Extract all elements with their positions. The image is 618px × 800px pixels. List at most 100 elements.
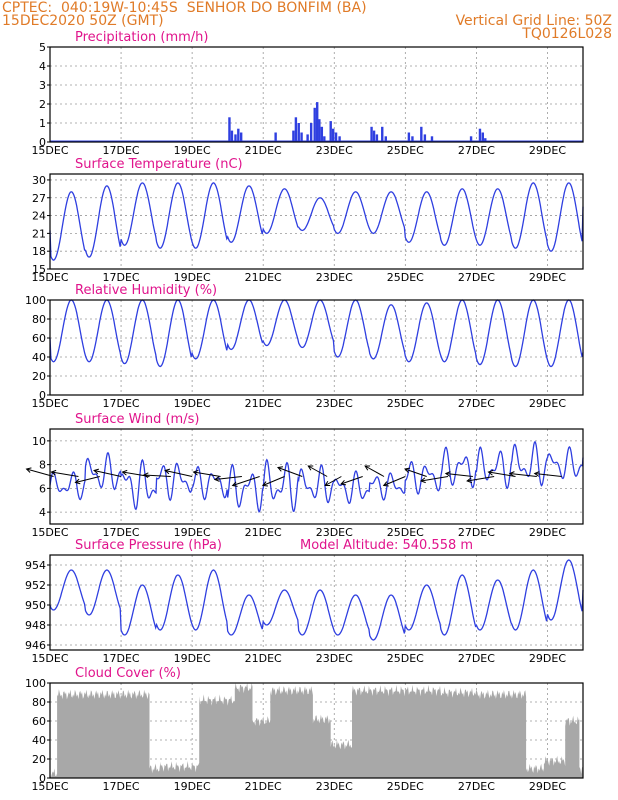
precip-bar <box>320 126 324 142</box>
panel-title: Surface Pressure (hPa) <box>75 538 222 553</box>
precip-bar <box>381 126 384 142</box>
x-tick-label: 21DEC <box>245 271 282 284</box>
x-tick-label: 27DEC <box>458 144 495 157</box>
panel-title: Surface Temperature (nC) <box>75 157 243 172</box>
y-tick-label: 60 <box>32 715 46 728</box>
precip-bar <box>375 134 379 142</box>
wind-vector <box>214 476 242 480</box>
x-tick-label: 27DEC <box>458 397 495 410</box>
x-tick-label: 25DEC <box>387 271 424 284</box>
y-tick-label: 80 <box>32 313 46 326</box>
y-tick-label: 10 <box>32 435 46 448</box>
x-tick-label: 25DEC <box>387 526 424 539</box>
wind-vector-head <box>382 481 389 487</box>
wind-vector-head <box>419 477 426 484</box>
x-tick-label: 27DEC <box>458 271 495 284</box>
x-tick-label: 27DEC <box>458 652 495 665</box>
precip-bar <box>338 136 341 142</box>
wind-vector-head <box>340 479 347 486</box>
x-tick-label: 19DEC <box>174 780 211 793</box>
precip-bar <box>469 136 473 142</box>
x-tick-label: 17DEC <box>103 271 140 284</box>
y-tick-label: 5 <box>39 41 46 54</box>
precip-bar <box>234 134 237 142</box>
y-tick-label: 15 <box>32 263 46 276</box>
x-tick-label: 17DEC <box>103 780 140 793</box>
wind-vector-head <box>324 481 331 487</box>
wind-vector <box>340 476 363 485</box>
wind-vector-head <box>213 476 220 482</box>
precip-bar <box>420 126 423 142</box>
y-tick-label: 3 <box>39 79 46 92</box>
precip-bar <box>294 117 298 142</box>
x-tick-label: 21DEC <box>245 526 282 539</box>
wind-vector-head <box>261 481 268 487</box>
series-line <box>49 559 584 641</box>
x-tick-label: 29DEC <box>529 780 566 793</box>
precip-bar <box>292 130 295 142</box>
wind-vector <box>232 476 260 486</box>
y-tick-label: 4 <box>39 60 46 73</box>
x-tick-label: 19DEC <box>174 397 211 410</box>
y-tick-label: 40 <box>32 351 46 364</box>
x-tick-label: 23DEC <box>316 144 353 157</box>
x-tick-label: 29DEC <box>529 397 566 410</box>
x-tick-label: 25DEC <box>387 780 424 793</box>
y-tick-label: 100 <box>25 677 46 690</box>
wind-vector-head <box>25 467 32 473</box>
y-tick-label: 950 <box>25 599 46 612</box>
wind-vector-head <box>466 477 473 484</box>
precip-bar <box>329 121 332 142</box>
precip-bar <box>300 132 303 142</box>
precip-bar <box>334 132 338 142</box>
x-tick-label: 17DEC <box>103 526 140 539</box>
wind-vector <box>534 473 562 477</box>
y-tick-label: 24 <box>32 210 46 223</box>
precip-bar <box>423 134 427 142</box>
x-tick-label: 27DEC <box>458 526 495 539</box>
y-tick-label: 20 <box>32 753 46 766</box>
x-tick-label: 17DEC <box>103 652 140 665</box>
wind-vector-head <box>277 466 284 472</box>
x-tick-label: 15DEC <box>31 652 68 665</box>
precip-bar <box>228 117 231 142</box>
x-tick-label: 19DEC <box>174 271 211 284</box>
series-line <box>49 182 584 261</box>
x-tick-label: 29DEC <box>529 526 566 539</box>
wind-vector <box>93 470 122 477</box>
cloud-cover-area <box>50 683 583 778</box>
wind-vector-head <box>444 471 451 477</box>
date-header: 15DEC2020 50Z (GMT) <box>2 13 164 29</box>
precip-bar <box>306 134 309 142</box>
wind-vector-head <box>192 469 199 476</box>
wind-vector <box>51 471 79 477</box>
precip-bar <box>318 119 321 142</box>
panel-frame <box>49 299 584 396</box>
x-tick-label: 15DEC <box>31 271 68 284</box>
precip-bar <box>323 136 326 142</box>
wind-vector-head <box>533 471 540 477</box>
panel-title: Cloud Cover (%) <box>75 666 181 681</box>
x-tick-label: 29DEC <box>529 271 566 284</box>
wind-vector-head <box>487 469 494 476</box>
wind-vector-head <box>364 465 371 471</box>
panel-title: Precipitation (mm/h) <box>75 30 208 45</box>
x-tick-label: 21DEC <box>245 652 282 665</box>
x-tick-label: 15DEC <box>31 526 68 539</box>
y-tick-label: 0 <box>39 389 46 402</box>
wind-vector <box>26 468 54 477</box>
precip-bar <box>384 136 387 142</box>
y-tick-label: 40 <box>32 734 46 747</box>
precip-bar <box>430 136 434 142</box>
precip-bar <box>230 130 234 142</box>
wind-vector-head <box>164 468 171 475</box>
wind-vector-head <box>93 468 100 475</box>
wind-vector-head <box>231 481 238 487</box>
wind-vector <box>165 470 193 477</box>
wind-vector <box>324 476 342 486</box>
y-tick-label: 30 <box>32 174 46 187</box>
y-tick-label: 100 <box>25 294 46 307</box>
x-tick-label: 23DEC <box>316 780 353 793</box>
x-tick-label: 21DEC <box>245 144 282 157</box>
wind-vector <box>488 471 516 477</box>
